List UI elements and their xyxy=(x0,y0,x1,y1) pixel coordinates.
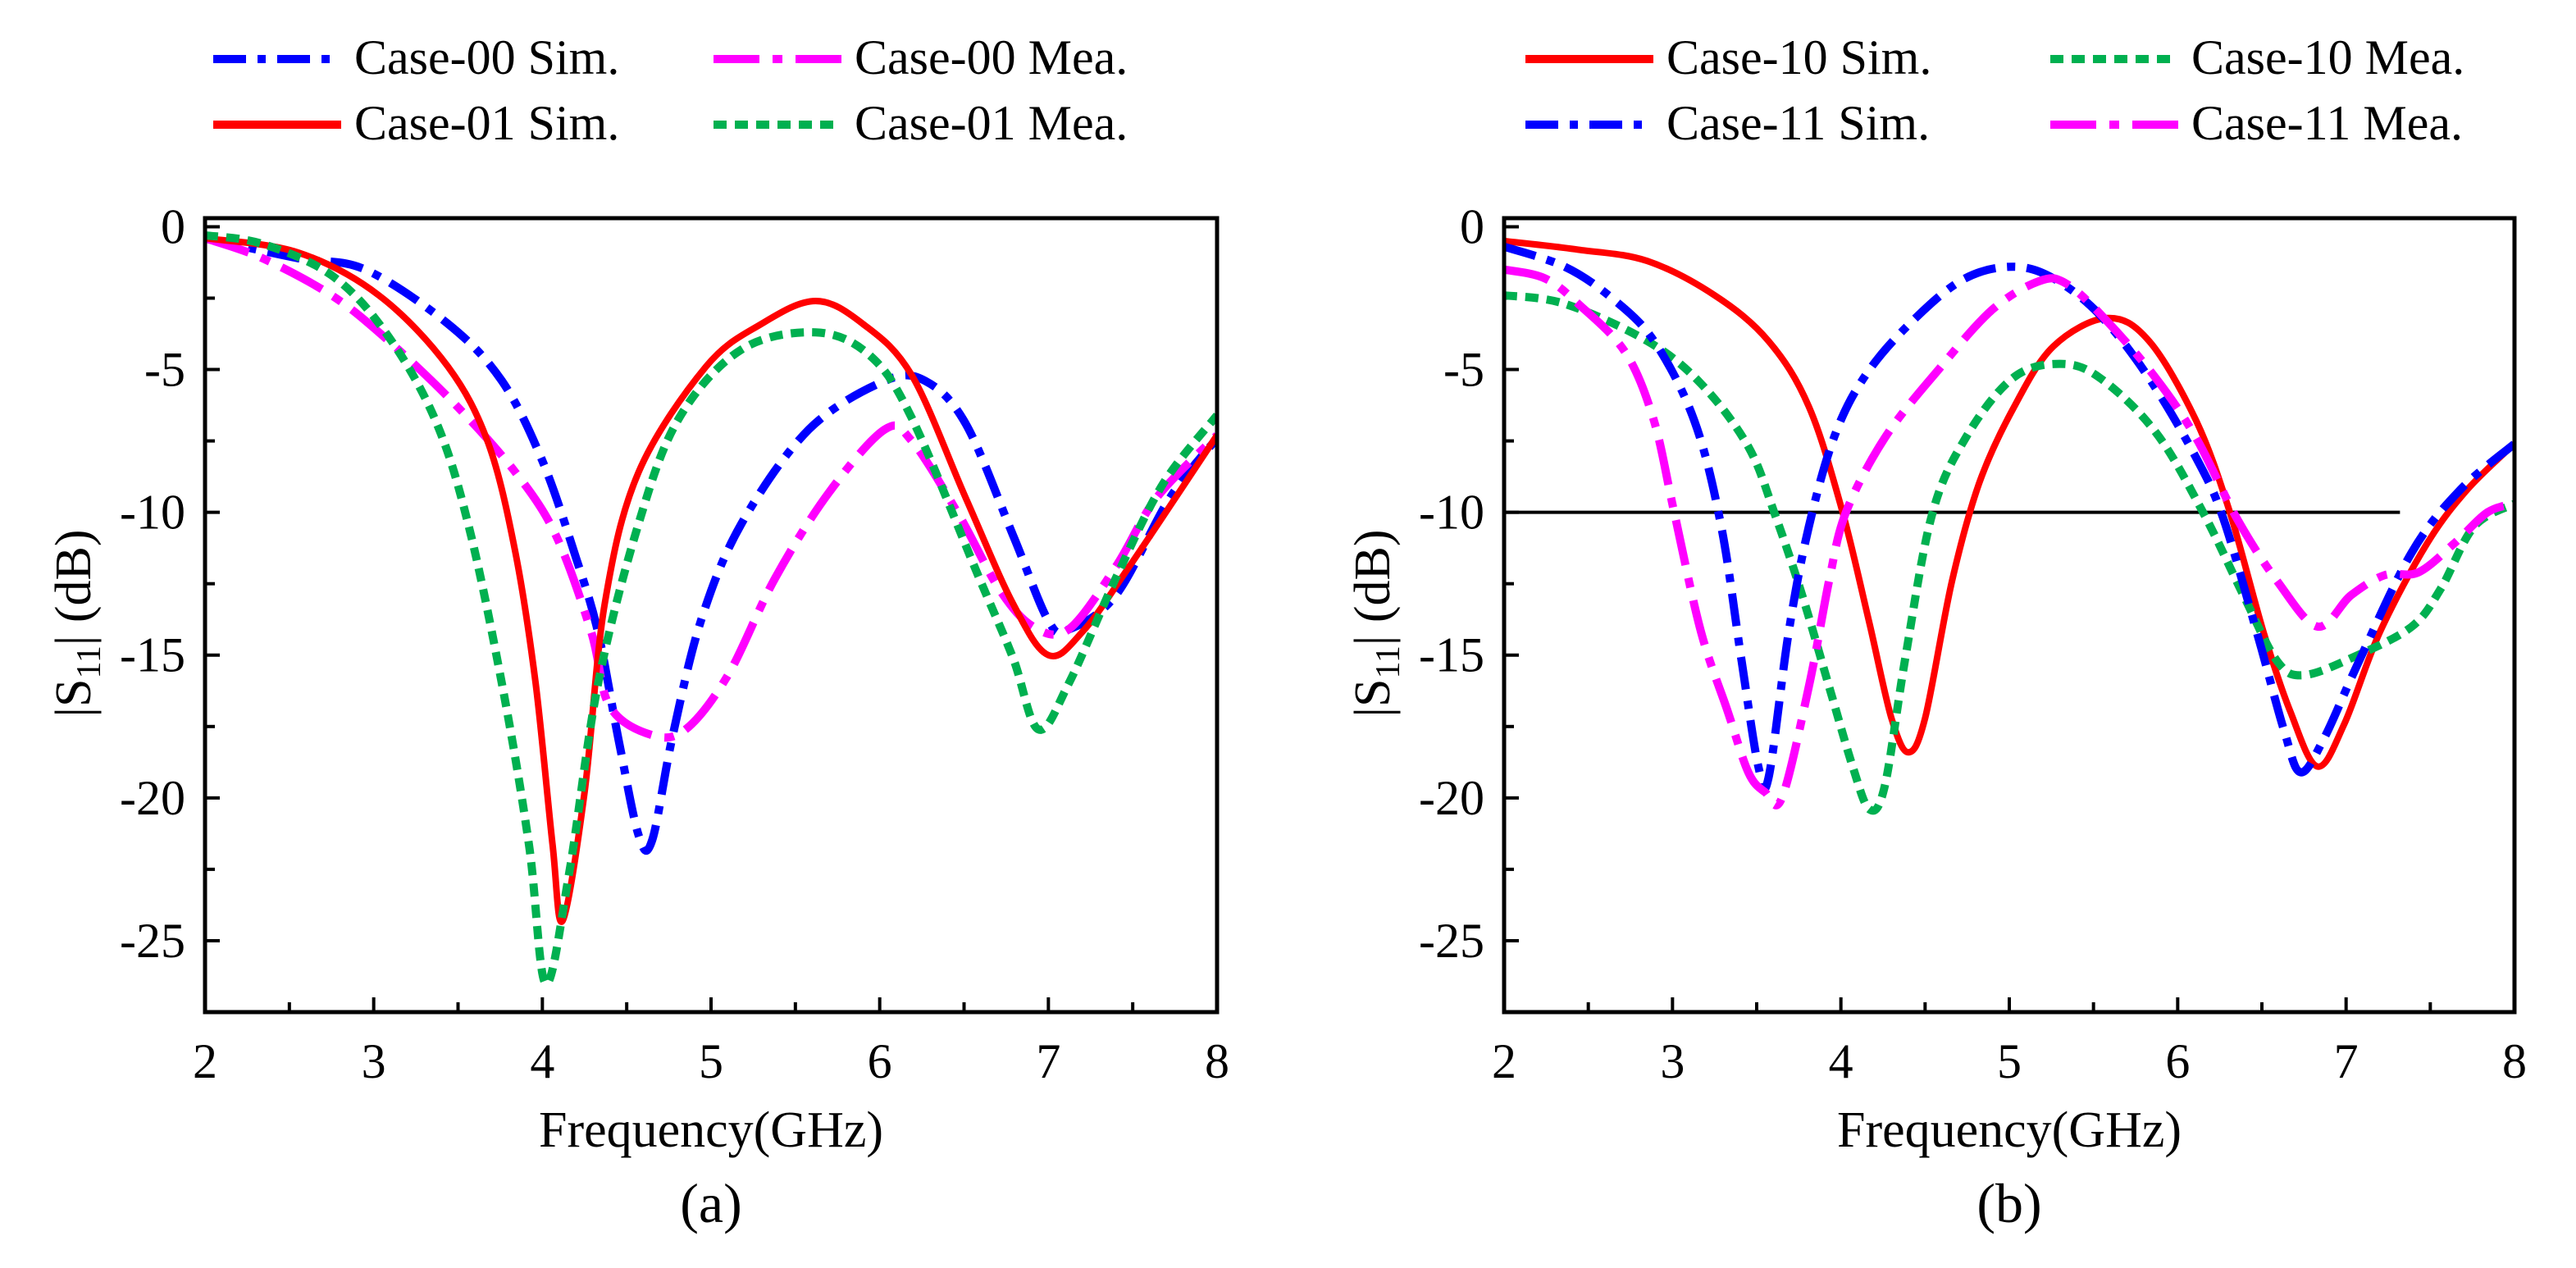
x-tick-label: 6 xyxy=(868,1034,892,1088)
y-axis-label-subscript: 11 xyxy=(1370,645,1407,678)
x-tick-label: 8 xyxy=(2502,1034,2527,1088)
y-tick-label: 0 xyxy=(1460,199,1484,253)
y-tick-label: -5 xyxy=(144,343,185,397)
series-line-case-00-sim xyxy=(205,234,1217,855)
series-line-case-10-sim xyxy=(1504,237,2514,770)
x-tick-label: 5 xyxy=(699,1034,723,1088)
x-tick-label: 3 xyxy=(362,1034,386,1088)
plot-frame xyxy=(1502,216,2517,1015)
y-tick-label: -15 xyxy=(1419,628,1484,682)
series-line-case-11-mea xyxy=(1504,265,2514,810)
x-tick-label: 5 xyxy=(1997,1034,2022,1088)
legend-label: Case-00 Sim. xyxy=(354,30,619,84)
y-axis-label-tail: | (dB) xyxy=(1345,530,1401,646)
y-axis-label: |S11| (dB) xyxy=(46,530,108,718)
y-axis-label-main: |S xyxy=(46,679,102,718)
panel-a: 2 3 4 5 6 7 8 0 -5 -10 -15 -20 -25 Frequency(GHz) (a) |… xyxy=(46,30,1229,1234)
y-axis-label-main: |S xyxy=(1345,679,1401,718)
x-tick-label: 2 xyxy=(193,1034,217,1088)
series-group xyxy=(205,230,1217,988)
panel-label: (b) xyxy=(1976,1172,2041,1234)
x-tick-label: 6 xyxy=(2165,1034,2190,1088)
y-tick-label: -25 xyxy=(1419,914,1484,968)
x-tick-label: 8 xyxy=(1205,1034,1229,1088)
y-tick-label: -20 xyxy=(120,771,185,825)
x-tick-label: 7 xyxy=(1036,1034,1060,1088)
series-line-case-00-mea xyxy=(205,234,1217,742)
series-group xyxy=(1504,237,2514,815)
x-tick-label: 3 xyxy=(1660,1034,1685,1088)
x-tick-label: 2 xyxy=(1492,1034,1516,1088)
series-line-case-10-mea xyxy=(1504,291,2514,815)
y-tick-label: -20 xyxy=(1419,771,1484,825)
panel-label: (a) xyxy=(680,1172,741,1234)
panel-b: 2 3 4 5 6 7 8 0 -5 -10 -15 -20 -25 Frequency(GHz) (b) |… xyxy=(1345,30,2527,1234)
y-axis-label-tail: | (dB) xyxy=(46,530,102,646)
x-tick-label: 4 xyxy=(530,1034,554,1088)
plot-frame xyxy=(203,216,1220,1015)
legend-label: Case-11 Sim. xyxy=(1666,96,1930,150)
x-tick-label: 7 xyxy=(2334,1034,2359,1088)
y-axis-label: |S11| (dB) xyxy=(1345,530,1407,718)
series-line-case-01-sim xyxy=(205,235,1217,925)
series-line-case-11-sim xyxy=(1504,243,2514,794)
y-tick-label: 0 xyxy=(161,199,185,253)
x-axis-label: Frequency(GHz) xyxy=(539,1102,883,1158)
legend-label: Case-10 Mea. xyxy=(2191,30,2464,84)
x-axis-label: Frequency(GHz) xyxy=(1837,1102,2182,1158)
y-axis-label-subscript: 11 xyxy=(71,645,108,678)
legend-label: Case-11 Mea. xyxy=(2191,96,2463,150)
y-tick-label: -15 xyxy=(120,628,185,682)
series-line-case-01-mea xyxy=(205,230,1217,988)
y-tick-label: -25 xyxy=(120,914,185,968)
legend-label: Case-01 Sim. xyxy=(354,96,619,150)
legend-label: Case-01 Mea. xyxy=(855,96,1128,150)
y-tick-label: -10 xyxy=(1419,486,1484,540)
y-tick-label: -5 xyxy=(1443,343,1484,397)
legend-label: Case-00 Mea. xyxy=(855,30,1128,84)
x-tick-label: 4 xyxy=(1829,1034,1853,1088)
legend-label: Case-10 Sim. xyxy=(1666,30,1931,84)
y-tick-label: -10 xyxy=(120,486,185,540)
